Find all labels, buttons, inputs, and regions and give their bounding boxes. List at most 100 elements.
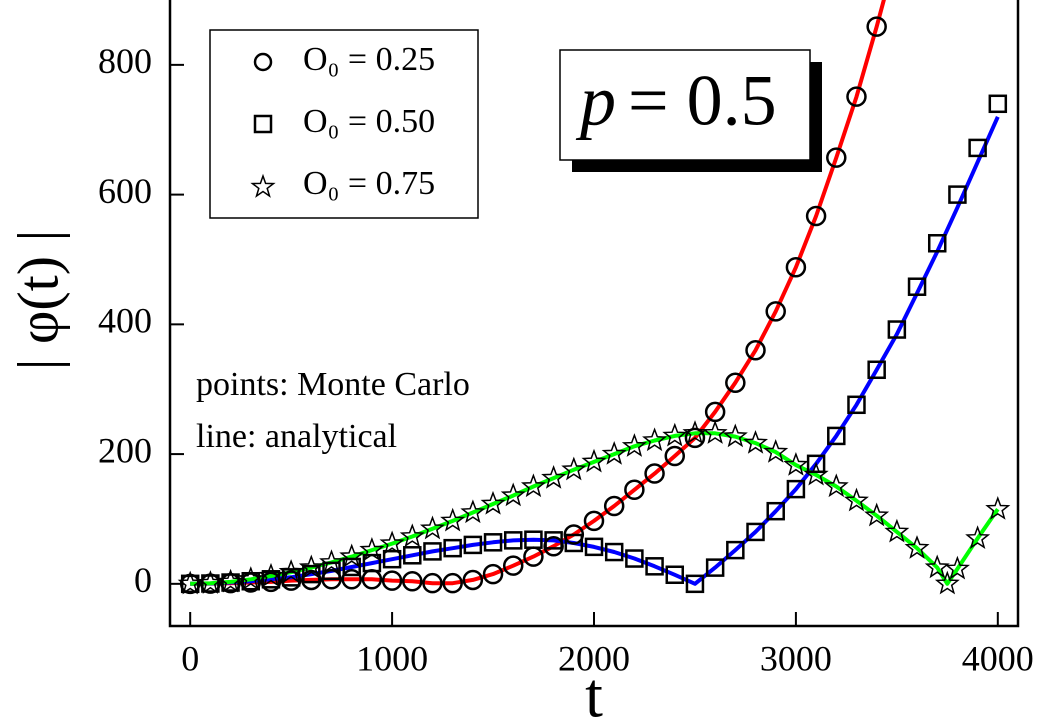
- data-point: [339, 543, 365, 568]
- data-point: [561, 456, 587, 481]
- data-point: [826, 147, 847, 168]
- data-point: [685, 574, 705, 594]
- data-point: [221, 573, 240, 592]
- data-point: [682, 420, 708, 444]
- data-point: [201, 574, 220, 593]
- data-point: [624, 479, 645, 501]
- monte-carlo-points: [177, 16, 1011, 595]
- legend-marker: [250, 173, 276, 198]
- data-point: [281, 568, 301, 587]
- data-point: [500, 482, 526, 507]
- data-point: [480, 490, 506, 515]
- data-point: [927, 234, 947, 253]
- data-point: [664, 445, 686, 467]
- data-point: [359, 536, 385, 561]
- data-point: [278, 559, 304, 583]
- x-tick-label: 4000: [962, 638, 1034, 678]
- data-point: [403, 546, 422, 565]
- data-point: [934, 570, 960, 595]
- data-point: [603, 495, 625, 517]
- data-point: [601, 440, 627, 465]
- annotation: line: analytical: [196, 418, 397, 455]
- data-point: [743, 429, 769, 454]
- data-point: [462, 569, 484, 591]
- p-symbol: p: [575, 61, 616, 141]
- data-point: [864, 502, 890, 527]
- y-tick-label: 0: [134, 560, 152, 600]
- data-point: [564, 533, 584, 553]
- data-point: [867, 360, 886, 380]
- data-point: [847, 395, 866, 415]
- data-point: [241, 571, 261, 591]
- data-point: [907, 277, 927, 296]
- data-point: [823, 473, 849, 498]
- data-point: [642, 427, 668, 452]
- data-point: [702, 420, 728, 444]
- data-point: [803, 461, 829, 486]
- data-point: [786, 479, 806, 499]
- legend: O₀ = 0.25 O₀ = 0.50 O₀ = 0.75: [209, 29, 479, 219]
- data-point: [924, 554, 950, 579]
- data-point: [985, 496, 1011, 520]
- data-point: [705, 558, 725, 577]
- data-point: [805, 205, 827, 227]
- data-point: [218, 568, 244, 593]
- annotation: points: Monte Carlo: [196, 366, 470, 403]
- y-tick-label: 800: [98, 41, 152, 81]
- data-point: [625, 549, 644, 568]
- y-axis-label: | φ(t) |: [5, 230, 70, 370]
- data-point: [581, 448, 607, 473]
- x-tick-label: 3000: [760, 638, 832, 678]
- data-point: [544, 531, 563, 550]
- data-point: [884, 518, 910, 543]
- data-point: [604, 542, 624, 562]
- data-point: [783, 451, 809, 476]
- data-point: [684, 427, 706, 449]
- data-point: [904, 535, 930, 559]
- data-point: [419, 515, 445, 540]
- y-tick-label: 600: [98, 171, 152, 211]
- data-point: [442, 572, 463, 594]
- data-point: [503, 531, 523, 550]
- p-box: p = 0.5: [559, 49, 822, 172]
- fit-line: [190, 431, 1000, 586]
- data-point: [846, 86, 867, 107]
- data-point: [988, 94, 1008, 114]
- data-point: [422, 572, 443, 594]
- data-point: [483, 533, 503, 552]
- data-point: [965, 525, 991, 550]
- x-axis-label: t: [585, 660, 603, 726]
- data-point: [482, 563, 504, 585]
- legend-label: O₀ = 0.75: [303, 165, 435, 202]
- x-tick-label: 2000: [558, 638, 630, 678]
- data-point: [319, 549, 345, 574]
- data-point: [302, 564, 321, 584]
- data-point: [866, 16, 887, 37]
- data-point: [443, 538, 462, 558]
- data-point: [726, 540, 745, 560]
- data-point: [887, 320, 907, 339]
- data-point: [177, 570, 203, 595]
- x-tick-label: 1000: [356, 638, 428, 678]
- data-point: [440, 507, 466, 532]
- data-point: [765, 301, 786, 322]
- data-point: [541, 464, 567, 489]
- legend-label: O₀ = 0.25: [303, 41, 435, 78]
- data-point: [258, 562, 284, 587]
- data-point: [745, 340, 766, 361]
- data-point: [827, 426, 846, 446]
- data-point: [662, 422, 688, 447]
- data-point: [261, 570, 281, 589]
- data-point: [785, 257, 807, 278]
- data-point: [399, 523, 425, 548]
- data-point: [621, 433, 647, 457]
- y-tick-label: 400: [98, 301, 152, 341]
- data-point: [322, 561, 341, 581]
- data-point: [520, 473, 546, 498]
- data-point: [423, 542, 442, 561]
- data-point: [968, 138, 987, 158]
- data-point: [665, 565, 685, 585]
- data-point: [948, 185, 967, 204]
- data-point: [644, 463, 665, 484]
